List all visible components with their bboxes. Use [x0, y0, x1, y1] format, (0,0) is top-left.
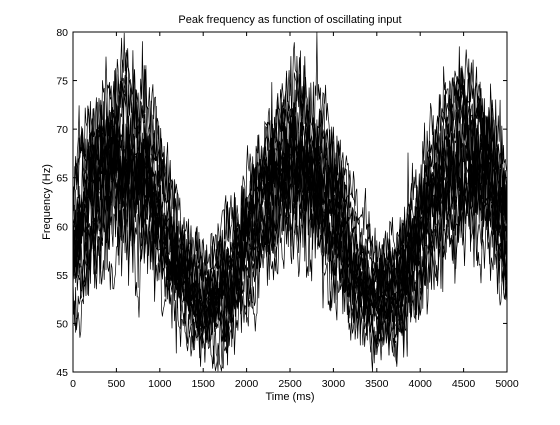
x-tick-label: 3000 [322, 378, 346, 390]
y-tick-label: 45 [56, 367, 68, 379]
x-axis-ticks: 0 500 1000 1500 2000 2500 3000 3500 4000 4500 5000 [70, 32, 519, 390]
trace-line [72, 128, 508, 367]
y-tick-label: 75 [56, 76, 68, 88]
x-tick-label: 3500 [365, 378, 389, 390]
x-tick-label: 4000 [409, 378, 433, 390]
x-tick-label: 4500 [452, 378, 476, 390]
y-tick-label: 70 [56, 124, 68, 136]
x-tick-label: 2500 [278, 378, 302, 390]
y-tick-label: 50 [56, 318, 68, 330]
trace-line [72, 37, 508, 309]
trace-line [72, 31, 508, 317]
trace-line [72, 154, 508, 371]
x-tick-label: 0 [70, 378, 76, 390]
trace-line [72, 32, 508, 315]
y-tick-label: 55 [56, 270, 68, 282]
y-tick-label: 65 [56, 173, 68, 185]
y-tick-label: 80 [56, 27, 68, 39]
y-tick-label: 60 [56, 221, 68, 233]
x-tick-label: 2000 [235, 378, 259, 390]
x-tick-label: 1000 [148, 378, 172, 390]
y-axis-ticks: 45 50 55 60 65 70 75 80 [56, 27, 507, 379]
x-tick-label: 5000 [495, 378, 519, 390]
x-tick-label: 1500 [192, 378, 216, 390]
x-tick-label: 500 [108, 378, 126, 390]
y-axis-label: Frequency (Hz) [41, 164, 53, 240]
x-axis-label: Time (ms) [265, 391, 314, 403]
chart-title: Peak frequency as function of oscillatin… [178, 14, 401, 26]
traces-group [72, 31, 508, 373]
